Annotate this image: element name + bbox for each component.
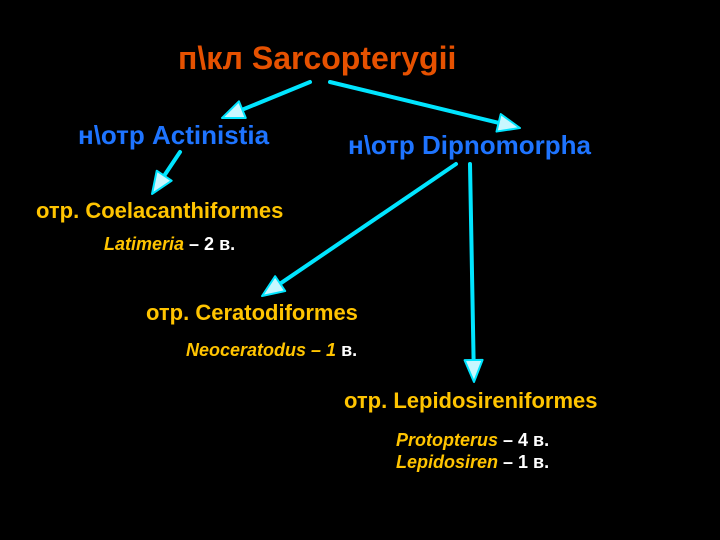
lepidosiren-detail: Lepidosiren – 1 в.: [396, 452, 549, 473]
ceratodiformes-label: отр. Ceratodiformes: [146, 300, 358, 326]
detail-plain: – 4 в.: [498, 430, 549, 450]
dipnomorpha-label: н\отр Dipnomorpha: [348, 130, 591, 161]
detail-italic: Lepidosiren: [396, 452, 498, 472]
detail-plain: в.: [336, 340, 357, 360]
diagram-stage: п\кл Sarcopterygii н\отр Actinistia н\от…: [0, 0, 720, 540]
detail-italic: Neoceratodus – 1: [186, 340, 336, 360]
coelacanthiformes-label: отр. Coelacanthiformes: [36, 198, 283, 224]
detail-italic: Latimeria: [104, 234, 184, 254]
protopterus-detail: Protopterus – 4 в.: [396, 430, 549, 451]
lepidosireniformes-label: отр. Lepidosireniformes: [344, 388, 597, 414]
neoceratodus-detail: Neoceratodus – 1 в.: [186, 340, 357, 361]
latimeria-detail: Latimeria – 2 в.: [104, 234, 235, 255]
detail-plain: – 2 в.: [184, 234, 235, 254]
detail-plain: – 1 в.: [498, 452, 549, 472]
actinistia-label: н\отр Actinistia: [78, 120, 269, 151]
title-label: п\кл Sarcopterygii: [178, 40, 456, 77]
arrow-layer: [0, 0, 720, 540]
detail-italic: Protopterus: [396, 430, 498, 450]
